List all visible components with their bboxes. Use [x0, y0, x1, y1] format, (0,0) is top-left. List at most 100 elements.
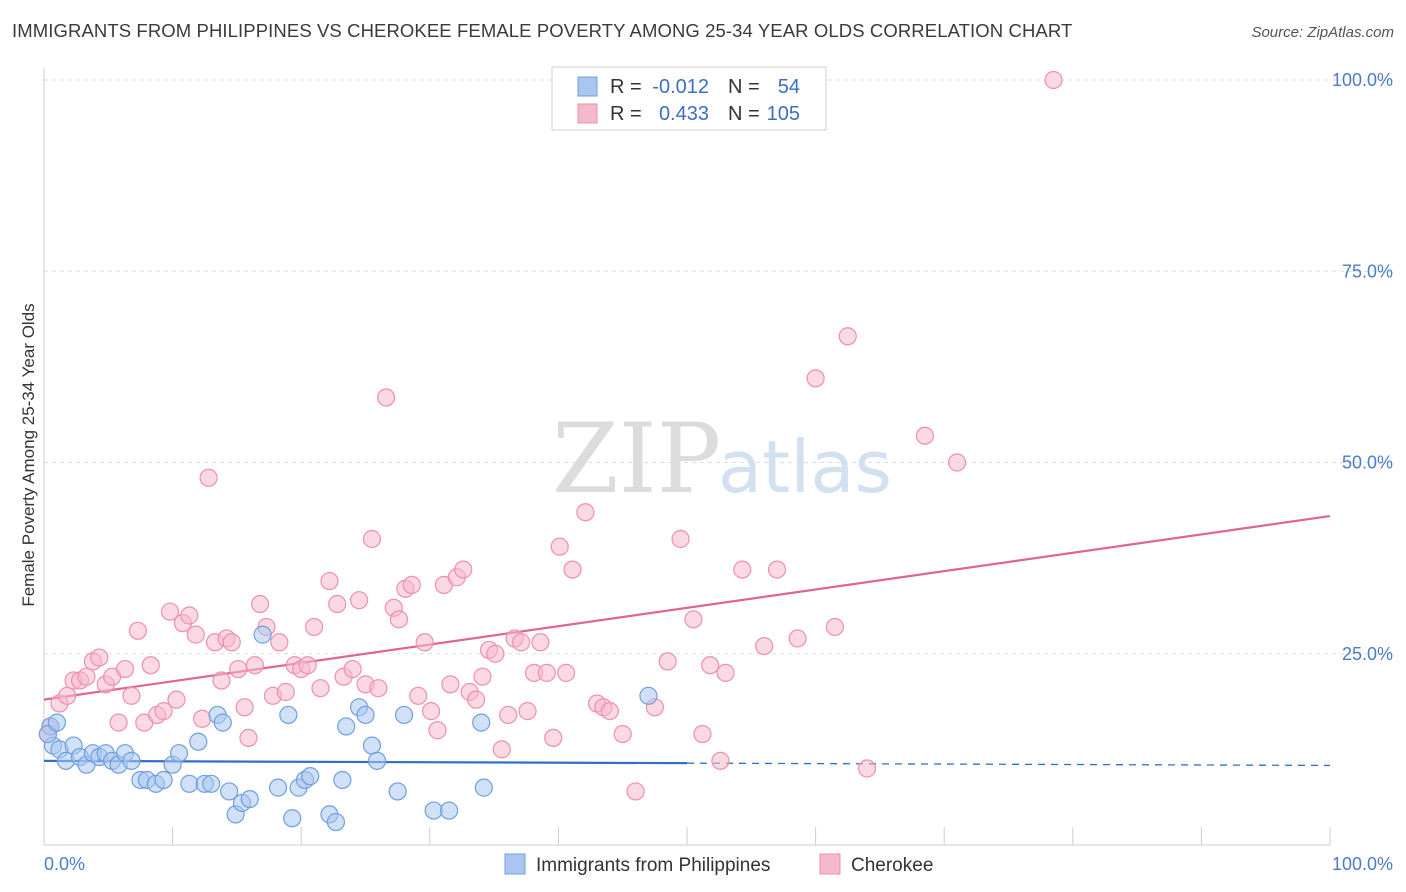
cherokee-point	[557, 663, 576, 682]
cherokee-point	[109, 713, 128, 732]
cherokee-point	[576, 503, 595, 522]
cherokee-point	[235, 698, 254, 717]
y-tick-label: 100.0%	[1332, 70, 1393, 90]
watermark: ZIP atlas	[552, 403, 892, 515]
cherokee-point	[245, 656, 265, 675]
cherokee-point	[415, 633, 434, 652]
cherokee-point	[658, 652, 677, 671]
cherokee-point	[806, 369, 825, 388]
cherokee-point	[473, 667, 492, 686]
cherokee-point	[141, 656, 160, 675]
cherokee-point	[626, 782, 645, 801]
y-axis-label: Female Poverty Among 25-34 Year Olds	[19, 303, 38, 606]
cherokee-point	[199, 468, 218, 487]
cherokee-point	[716, 663, 735, 682]
cherokee-point	[421, 702, 441, 721]
cherokee-point	[915, 426, 935, 445]
philippines-point	[337, 717, 356, 736]
philippines-point	[367, 751, 387, 770]
philippines-point	[326, 812, 346, 832]
legend-r-value-2: 0.433	[659, 103, 709, 125]
x-tick-label: 0.0%	[44, 854, 85, 874]
y-tick-label: 25.0%	[1342, 644, 1393, 664]
cherokee-point	[122, 686, 141, 705]
cherokee-point	[389, 610, 409, 629]
cherokee-point	[402, 575, 421, 595]
cherokee-point	[154, 702, 173, 721]
cherokee-point	[409, 686, 428, 705]
philippines-point	[180, 774, 199, 793]
philippines-point	[279, 705, 298, 725]
cherokee-point	[186, 625, 205, 644]
philippines-point	[474, 778, 493, 797]
legend-n-value-2: 105	[767, 103, 800, 125]
philippines-point	[202, 774, 221, 793]
philippines-point	[362, 736, 382, 755]
series-swatch-pink	[819, 853, 841, 875]
cherokee-point	[733, 560, 752, 579]
cherokee-point	[311, 679, 330, 698]
y-tick-label: 75.0%	[1342, 261, 1393, 281]
cherokee-point	[229, 659, 248, 679]
cherokee-point	[90, 648, 109, 667]
philippines-point	[472, 713, 491, 732]
cherokee-point	[441, 675, 460, 694]
cherokee-point	[428, 721, 447, 740]
cherokee-point	[250, 594, 270, 614]
cherokee-point	[304, 617, 324, 637]
legend-n-label-2: N =	[728, 103, 760, 125]
philippines-point	[220, 782, 239, 801]
cherokee-point	[376, 388, 396, 407]
philippines-point	[333, 770, 352, 790]
cherokee-point	[167, 690, 186, 709]
y-tick-labels: 25.0% 50.0% 75.0% 100.0%	[1332, 70, 1393, 664]
cherokee-point	[701, 656, 720, 675]
cherokee-point	[270, 633, 289, 652]
data-points	[38, 70, 1063, 832]
philippines-point	[189, 732, 208, 751]
cherokee-point	[563, 560, 582, 579]
philippines-point	[394, 705, 414, 725]
philippines-trend-line	[43, 759, 688, 765]
cherokee-point	[518, 702, 537, 721]
philippines-point	[388, 782, 407, 801]
philippines-point	[268, 778, 288, 797]
philippines-point	[356, 705, 375, 725]
stats-legend: R = -0.012 N = 54 R = 0.433 N = 105	[551, 66, 827, 131]
cherokee-point	[600, 702, 619, 721]
cherokee-point	[1044, 70, 1063, 90]
cherokee-point	[788, 629, 807, 648]
watermark-atlas: atlas	[718, 425, 892, 509]
cherokee-point	[671, 529, 690, 549]
cherokee-point	[77, 667, 96, 686]
cherokee-point	[684, 610, 703, 629]
cherokee-point	[466, 690, 486, 709]
cherokee-point	[693, 724, 712, 744]
series-label-cherokee: Cherokee	[851, 855, 933, 876]
legend-swatch-blue	[577, 76, 598, 97]
cherokee-point	[947, 453, 967, 472]
philippines-point	[122, 751, 141, 770]
cherokee-point	[537, 663, 556, 682]
series-legend: Immigrants from Philippines Cherokee	[504, 853, 933, 876]
philippines-point	[283, 809, 302, 828]
cherokee-point	[492, 740, 511, 759]
philippines-point	[639, 686, 658, 705]
source-label: Source: ZipAtlas.com	[1251, 24, 1394, 41]
philippines-point	[240, 789, 259, 809]
series-label-philippines: Immigrants from Philippines	[536, 855, 770, 876]
cherokee-point	[613, 724, 632, 744]
philippines-point	[439, 801, 459, 820]
x-tick-labels: 0.0% 100.0%	[44, 854, 1393, 874]
cherokee-point	[222, 633, 241, 652]
cherokee-point	[711, 751, 730, 770]
cherokee-point	[512, 633, 531, 652]
cherokee-point	[767, 560, 787, 579]
axes	[43, 68, 1331, 846]
cherokee-point	[755, 636, 774, 656]
cherokee-point	[362, 529, 382, 549]
cherokee-point	[349, 591, 369, 610]
cherokee-point	[369, 679, 388, 698]
cherokee-point	[128, 621, 147, 640]
